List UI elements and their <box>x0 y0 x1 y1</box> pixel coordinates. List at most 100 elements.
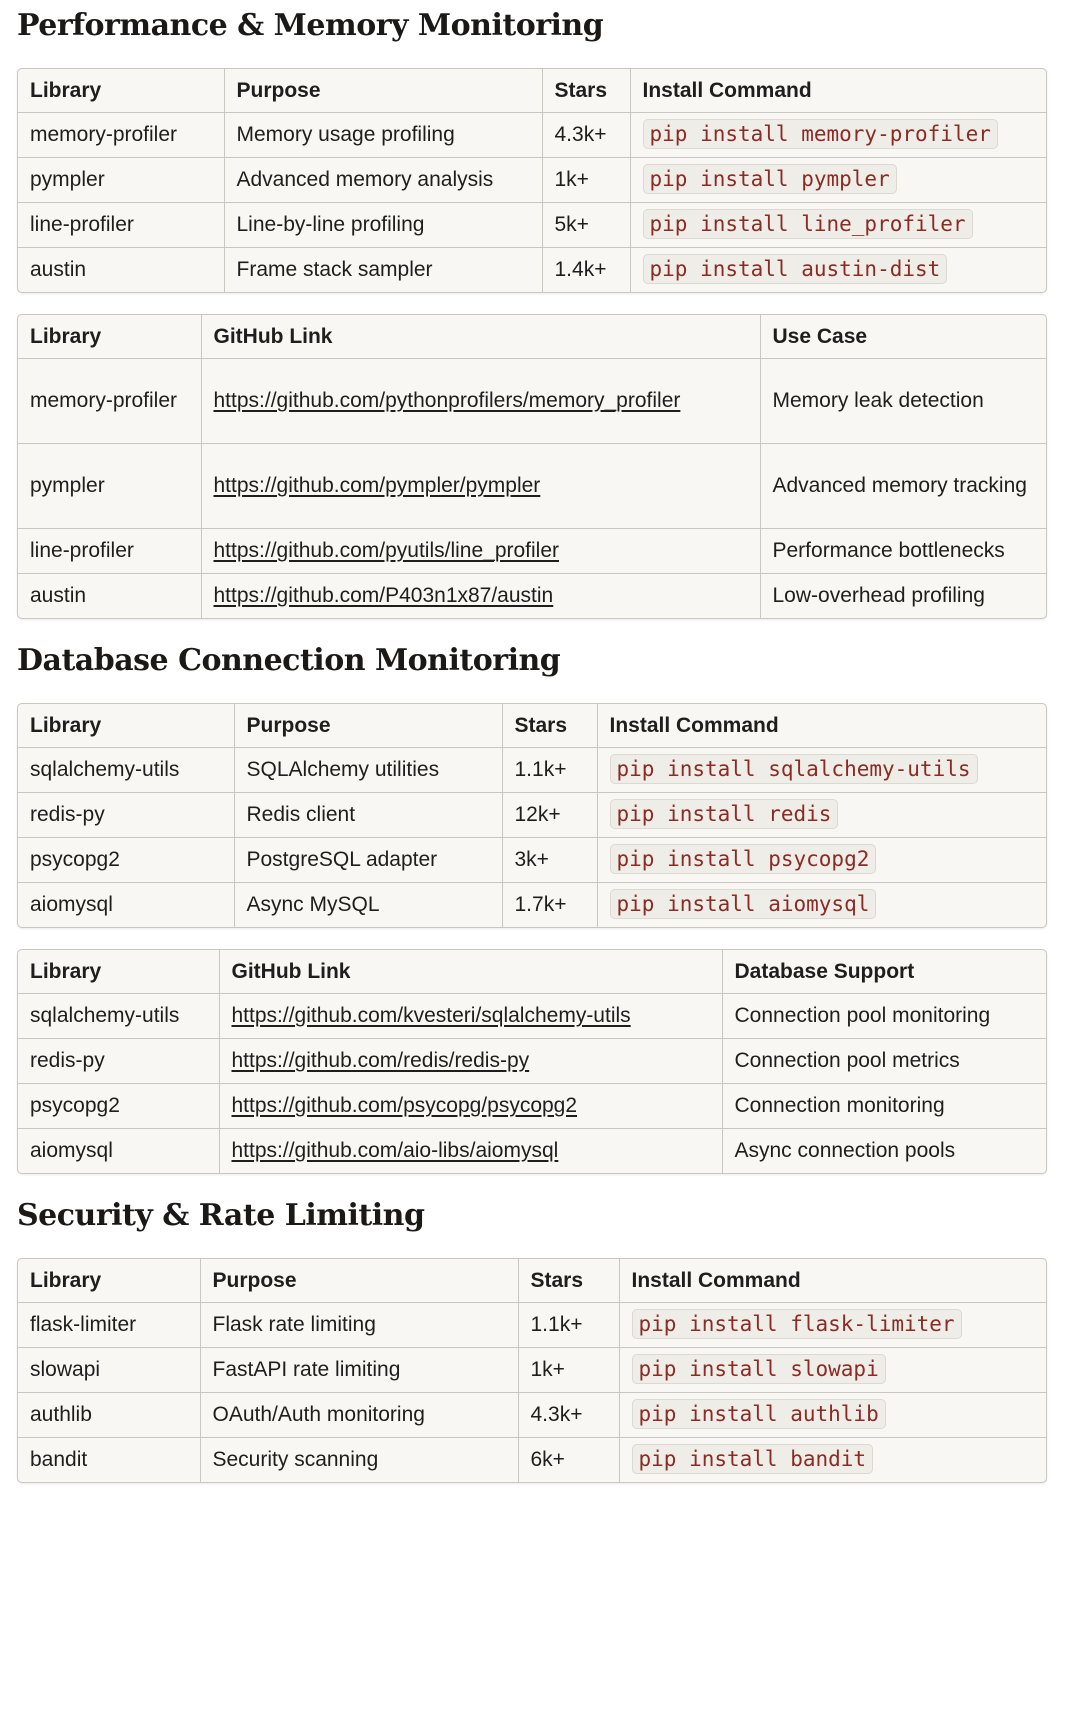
install-command-code[interactable]: pip install memory-profiler <box>642 119 998 149</box>
table-row: austin Frame stack sampler 1.4k+ pip ins… <box>18 247 1046 292</box>
header-purpose: Purpose <box>224 69 543 113</box>
table-header-row: Library GitHub Link Database Support <box>18 950 1046 994</box>
install-command-code[interactable]: pip install aiomysql <box>609 889 877 919</box>
cell-library: austin <box>18 573 202 618</box>
header-install-command: Install Command <box>597 704 1046 748</box>
github-link[interactable]: https://github.com/P403n1x87/austin <box>213 584 554 607</box>
cell-database-support: Connection pool monitoring <box>722 993 1046 1039</box>
section-heading: Security & Rate Limiting <box>17 1198 425 1233</box>
table-row: pympler https://github.com/pympler/pympl… <box>18 443 1046 529</box>
table-row: authlib OAuth/Auth monitoring 4.3k+ pip … <box>18 1392 1046 1438</box>
cell-use-case: Performance bottlenecks <box>760 528 1046 574</box>
cell-install: pip install memory-profiler <box>630 112 1046 158</box>
cell-library: authlib <box>18 1392 201 1438</box>
table-row: bandit Security scanning 6k+ pip install… <box>18 1437 1046 1482</box>
table-row: aiomysql Async MySQL 1.7k+ pip install a… <box>18 882 1046 928</box>
header-library: Library <box>18 1259 201 1303</box>
install-command-code[interactable]: pip install psycopg2 <box>609 844 877 874</box>
cell-stars: 5k+ <box>542 202 631 248</box>
install-command-code[interactable]: pip install redis <box>609 799 839 829</box>
section-heading: Performance & Memory Monitoring <box>17 8 604 43</box>
cell-library: austin <box>18 247 225 292</box>
cell-link: https://github.com/P403n1x87/austin <box>201 573 761 618</box>
table-row: line-profiler Line-by-line profiling 5k+… <box>18 202 1046 248</box>
cell-library: aiomysql <box>18 882 235 927</box>
header-library: Library <box>18 315 202 359</box>
cell-purpose: OAuth/Auth monitoring <box>200 1392 519 1438</box>
header-stars: Stars <box>542 69 631 113</box>
cell-database-support: Async connection pools <box>734 1139 956 1162</box>
cell-stars: 4.3k+ <box>518 1392 620 1438</box>
cell-stars: 12k+ <box>502 792 598 838</box>
cell-use-case: Memory leak detection <box>760 358 1046 444</box>
cell-install: pip install redis <box>597 792 1046 838</box>
table-row: sqlalchemy-utils SQLAlchemy utilities 1.… <box>18 747 1046 793</box>
cell-purpose: Security scanning <box>200 1437 519 1482</box>
header-install-command: Install Command <box>619 1259 1046 1303</box>
github-link[interactable]: https://github.com/pythonprofilers/memor… <box>213 389 681 412</box>
cell-link: https://github.com/pympler/pympler <box>201 443 761 529</box>
cell-library: psycopg2 <box>18 837 235 883</box>
cell-library: flask-limiter <box>18 1302 201 1348</box>
cell-link: https://github.com/aio-libs/aiomysql <box>219 1128 723 1173</box>
table-row: redis-py Redis client 12k+ pip install r… <box>18 792 1046 838</box>
github-link[interactable]: https://github.com/pympler/pympler <box>213 474 541 497</box>
table-links-performance: Library GitHub Link Use Case memory-prof… <box>17 314 1047 619</box>
cell-link: https://github.com/pyutils/line_profiler <box>201 528 761 574</box>
table-row: memory-profiler https://github.com/pytho… <box>18 358 1046 444</box>
install-command-code[interactable]: pip install pympler <box>642 164 897 194</box>
github-link[interactable]: https://github.com/pyutils/line_profiler <box>213 539 560 562</box>
cell-purpose: Frame stack sampler <box>224 247 543 292</box>
install-command-code[interactable]: pip install line_profiler <box>642 209 973 239</box>
table-row: austin https://github.com/P403n1x87/aust… <box>18 573 1046 618</box>
table-row: slowapi FastAPI rate limiting 1k+ pip in… <box>18 1347 1046 1393</box>
table-header-row: Library GitHub Link Use Case <box>18 315 1046 359</box>
cell-purpose: Advanced memory analysis <box>224 157 543 203</box>
install-command-code[interactable]: pip install flask-limiter <box>631 1309 962 1339</box>
install-command-code[interactable]: pip install authlib <box>631 1399 886 1429</box>
table-row: psycopg2 https://github.com/psycopg/psyc… <box>18 1083 1046 1129</box>
cell-install: pip install slowapi <box>619 1347 1046 1393</box>
header-install-command: Install Command <box>630 69 1046 113</box>
cell-stars: 3k+ <box>502 837 598 883</box>
cell-database-support: Connection pool metrics <box>722 1038 1046 1084</box>
cell-stars: 1.1k+ <box>518 1302 620 1348</box>
cell-install: pip install aiomysql <box>597 883 1046 928</box>
cell-purpose: SQLAlchemy utilities <box>234 747 503 793</box>
cell-purpose: Async MySQL <box>234 882 503 927</box>
install-command-code[interactable]: pip install bandit <box>631 1444 874 1474</box>
cell-purpose: Redis client <box>234 792 503 838</box>
cell-library: redis-py <box>18 1038 220 1084</box>
cell-stars: 1k+ <box>542 157 631 203</box>
github-link[interactable]: https://github.com/redis/redis-py <box>231 1049 530 1072</box>
cell-stars: 1.4k+ <box>542 247 631 292</box>
github-link[interactable]: https://github.com/aio-libs/aiomysql <box>231 1139 559 1162</box>
cell-library: bandit <box>18 1437 201 1482</box>
cell-library: pympler <box>18 443 202 529</box>
cell-link: https://github.com/pythonprofilers/memor… <box>201 358 761 444</box>
table-row: aiomysql https://github.com/aio-libs/aio… <box>18 1128 1046 1173</box>
table-header-row: Library Purpose Stars Install Command <box>18 1259 1046 1303</box>
cell-library: line-profiler <box>18 202 225 248</box>
cell-purpose: Flask rate limiting <box>200 1302 519 1348</box>
table-header-row: Library Purpose Stars Install Command <box>18 704 1046 748</box>
cell-library: memory-profiler <box>18 358 202 444</box>
cell-use-case: Low-overhead profiling <box>772 584 985 607</box>
cell-install: pip install pympler <box>630 157 1046 203</box>
table-row: pympler Advanced memory analysis 1k+ pip… <box>18 157 1046 203</box>
github-link[interactable]: https://github.com/psycopg/psycopg2 <box>231 1094 578 1117</box>
install-command-code[interactable]: pip install austin-dist <box>642 254 948 284</box>
install-command-code[interactable]: pip install sqlalchemy-utils <box>609 754 978 784</box>
cell-purpose: PostgreSQL adapter <box>234 837 503 883</box>
header-library: Library <box>18 950 220 994</box>
cell-install: pip install authlib <box>619 1392 1046 1438</box>
cell-use-case: Advanced memory tracking <box>760 443 1046 529</box>
github-link[interactable]: https://github.com/kvesteri/sqlalchemy-u… <box>231 1004 631 1027</box>
install-command-code[interactable]: pip install slowapi <box>631 1354 886 1384</box>
cell-stars: 1.7k+ <box>502 882 598 927</box>
cell-link: https://github.com/redis/redis-py <box>219 1038 723 1084</box>
cell-stars: 4.3k+ <box>542 112 631 158</box>
cell-stars: 1k+ <box>518 1347 620 1393</box>
cell-install: pip install sqlalchemy-utils <box>597 747 1046 793</box>
header-github-link: GitHub Link <box>219 950 723 994</box>
